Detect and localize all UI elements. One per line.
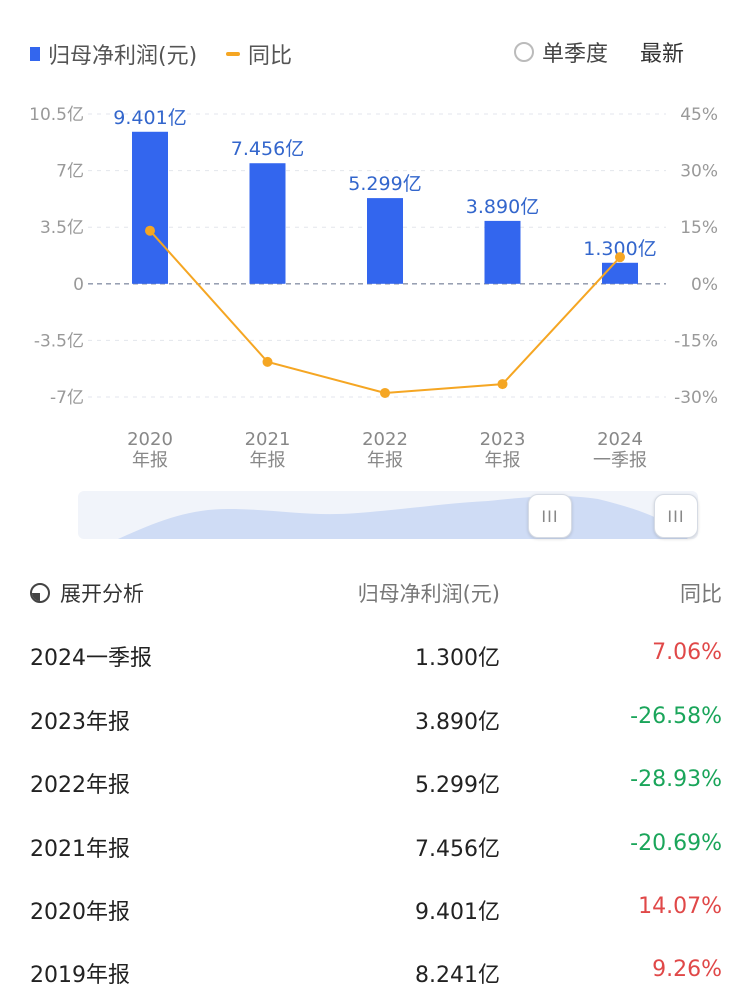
row-period: 2020年报 [30,900,130,925]
bar-value-label: 9.401亿 [113,107,186,129]
row-period: 2019年报 [30,963,130,988]
row-period: 2021年报 [30,837,130,862]
slider-handle-right[interactable]: III [654,494,698,538]
right-tick-label: 0% [691,275,718,295]
col-header-yoy: 同比 [680,582,722,606]
bar-value-label: 7.456亿 [231,138,304,160]
slider-handle-left[interactable]: III [528,494,572,538]
table-row[interactable]: 2023年报 3.890亿 -26.58% [0,688,750,750]
right-tick-label: -15% [674,331,718,351]
range-slider[interactable] [78,491,698,539]
row-period: 2022年报 [30,773,130,798]
left-tick-label: -3.5亿 [34,331,84,351]
legend-yoy: 同比 [226,38,292,70]
row-yoy: 7.06% [652,640,722,665]
single-quarter-toggle[interactable]: 单季度 [514,36,608,68]
left-tick-label: 10.5亿 [29,105,84,125]
right-axis: 45% 30% 15% 0% -15% -30% [674,105,718,408]
x-tick-period: 年报 [132,450,168,471]
bar [132,131,168,284]
row-yoy: -26.58% [630,704,722,729]
yoy-point [615,252,625,263]
yoy-point [497,379,508,390]
table-row[interactable]: 2019年报 8.241亿 9.26% [0,941,750,1003]
table-row[interactable]: 2020年报 9.401亿 14.07% [0,878,750,940]
radio-icon[interactable] [514,42,534,62]
left-tick-label: 0 [73,275,84,295]
bar-series [132,131,638,284]
expand-analysis-label: 展开分析 [60,582,144,606]
bar [249,163,286,284]
x-tick-year: 2023 [480,429,526,450]
pie-chart-icon [30,583,50,603]
table-row[interactable]: 2024一季报 1.300亿 7.06% [0,624,750,686]
legend-net-profit-label: 归母净利润(元) [48,44,198,69]
table-row[interactable]: 2022年报 5.299亿 -28.93% [0,751,750,813]
x-tick-year: 2024 [597,429,643,450]
line-swatch-icon [226,52,240,56]
bar-value-label: 3.890亿 [466,196,539,218]
row-value: 3.890亿 [415,710,500,735]
right-tick-label: -30% [674,388,718,408]
row-value: 1.300亿 [415,646,500,671]
row-value: 9.401亿 [415,900,500,925]
row-period: 2023年报 [30,710,130,735]
bar-swatch-icon [30,47,40,61]
bar [602,262,638,284]
table-header: 展开分析 归母净利润(元) 同比 [0,572,750,612]
col-header-net-profit: 归母净利润(元) [357,582,500,606]
row-yoy: 14.07% [638,894,722,919]
x-tick-period: 年报 [367,450,403,471]
bar [367,198,403,284]
bar-labels: 9.401亿 7.456亿 5.299亿 3.890亿 1.300亿 [113,107,656,260]
right-tick-label: 15% [680,218,718,238]
row-value: 5.299亿 [415,773,500,798]
slider-area [118,495,688,539]
x-tick-year: 2022 [362,429,408,450]
left-tick-label: -7亿 [50,388,84,408]
left-axis: 10.5亿 7亿 3.5亿 0 -3.5亿 -7亿 [29,105,84,408]
row-value: 7.456亿 [415,837,500,862]
chart-legend: 归母净利润(元) 同比 单季度 最新 [0,0,750,100]
table-row[interactable]: 2021年报 7.456亿 -20.69% [0,815,750,877]
row-yoy: -28.93% [630,767,722,792]
row-period: 2024一季报 [30,646,152,671]
right-tick-label: 30% [680,162,718,182]
x-tick-year: 2020 [127,429,173,450]
row-yoy: -20.69% [630,831,722,856]
profit-chart: 10.5亿 7亿 3.5亿 0 -3.5亿 -7亿 45% 30% 15% 0% -15% -30%… [29,105,718,471]
x-tick-period: 年报 [250,450,286,471]
x-tick-period: 一季报 [593,450,647,471]
x-tick-period: 年报 [485,450,521,471]
row-yoy: 9.26% [652,957,722,982]
slider-preview [118,495,688,539]
legend-net-profit: 归母净利润(元) [30,38,197,70]
legend-yoy-label: 同比 [248,44,293,69]
left-tick-label: 3.5亿 [40,218,84,238]
bar-value-label: 5.299亿 [348,173,421,195]
row-value: 8.241亿 [415,963,500,988]
single-quarter-label: 单季度 [542,42,609,67]
right-tick-label: 45% [680,105,718,125]
x-tick-year: 2021 [245,429,291,450]
expand-analysis-button[interactable]: 展开分析 [30,578,144,608]
bar [484,220,521,284]
yoy-point [145,225,155,236]
yoy-point [380,387,390,398]
yoy-point [262,356,273,367]
yoy-line-series [145,225,625,398]
bar-value-label: 1.300亿 [583,238,656,260]
latest-button[interactable]: 最新 [640,42,685,67]
left-tick-label: 7亿 [56,162,84,182]
